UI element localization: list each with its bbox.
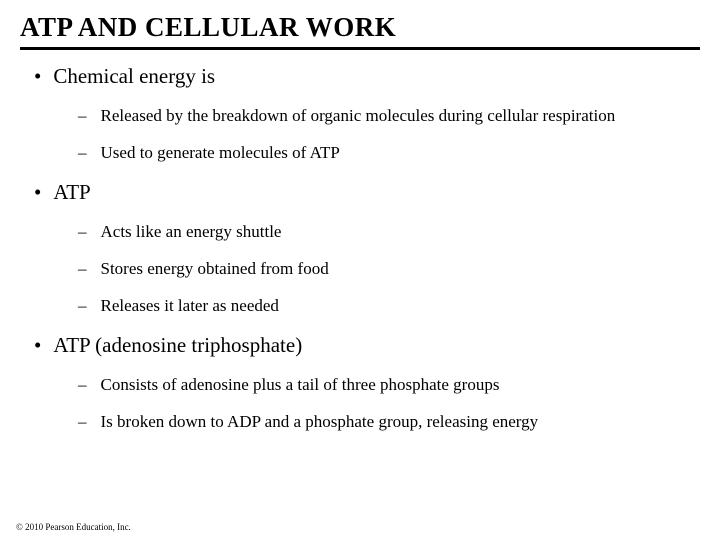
bullet-text: Consists of adenosine plus a tail of thr… [101, 374, 500, 395]
bullet-marker-l1: • [34, 64, 41, 89]
bullet-text: ATP (adenosine triphosphate) [53, 333, 302, 358]
bullet-marker-l2: – [78, 411, 87, 432]
bullet-text: Is broken down to ADP and a phosphate gr… [101, 411, 539, 432]
bullet-level2: – Acts like an energy shuttle [78, 221, 700, 242]
bullet-level1: • Chemical energy is [34, 64, 700, 89]
bullet-level2: – Consists of adenosine plus a tail of t… [78, 374, 700, 395]
bullet-marker-l2: – [78, 295, 87, 316]
bullet-level2: – Releases it later as needed [78, 295, 700, 316]
bullet-marker-l2: – [78, 374, 87, 395]
bullet-marker-l1: • [34, 180, 41, 205]
bullet-level1: • ATP [34, 180, 700, 205]
bullet-text: ATP [53, 180, 90, 205]
bullet-marker-l2: – [78, 221, 87, 242]
bullet-level2: – Stores energy obtained from food [78, 258, 700, 279]
copyright-text: © 2010 Pearson Education, Inc. [16, 522, 131, 532]
bullet-text: Chemical energy is [53, 64, 215, 89]
bullet-level2: – Released by the breakdown of organic m… [78, 105, 700, 126]
bullet-text: Released by the breakdown of organic mol… [101, 105, 616, 126]
bullet-text: Acts like an energy shuttle [101, 221, 282, 242]
bullet-level2: – Used to generate molecules of ATP [78, 142, 700, 163]
bullet-text: Stores energy obtained from food [101, 258, 329, 279]
bullet-text: Used to generate molecules of ATP [101, 142, 340, 163]
slide-title: ATP AND CELLULAR WORK [20, 12, 700, 50]
bullet-level1: • ATP (adenosine triphosphate) [34, 333, 700, 358]
bullet-level2: – Is broken down to ADP and a phosphate … [78, 411, 700, 432]
bullet-marker-l2: – [78, 258, 87, 279]
bullet-text: Releases it later as needed [101, 295, 279, 316]
bullet-marker-l2: – [78, 142, 87, 163]
bullet-marker-l2: – [78, 105, 87, 126]
bullet-marker-l1: • [34, 333, 41, 358]
